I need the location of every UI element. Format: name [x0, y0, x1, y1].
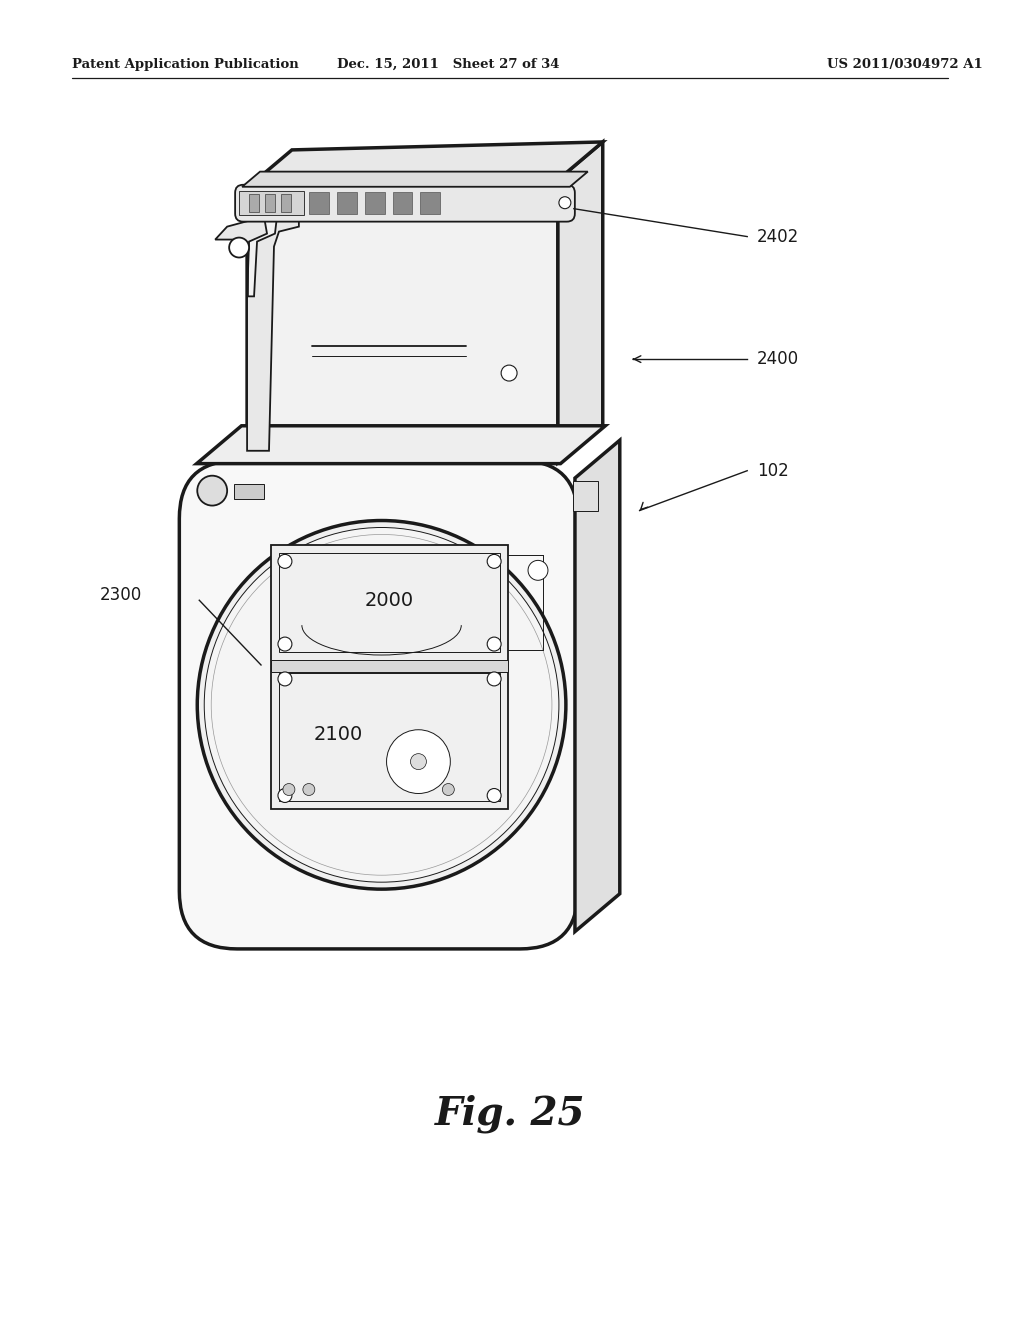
Text: Dec. 15, 2011   Sheet 27 of 34: Dec. 15, 2011 Sheet 27 of 34 [337, 58, 559, 71]
Polygon shape [309, 191, 329, 214]
Text: 102: 102 [757, 462, 788, 479]
Text: 2000: 2000 [365, 591, 414, 610]
Circle shape [487, 788, 501, 803]
Polygon shape [558, 143, 603, 463]
Text: 2300: 2300 [99, 586, 142, 605]
Circle shape [386, 730, 451, 793]
Polygon shape [337, 191, 356, 214]
Circle shape [501, 366, 517, 381]
Circle shape [229, 238, 249, 257]
Text: 2400: 2400 [757, 350, 800, 368]
Circle shape [198, 520, 566, 890]
Circle shape [278, 638, 292, 651]
Circle shape [204, 528, 559, 882]
Circle shape [442, 784, 455, 796]
Circle shape [278, 554, 292, 569]
Polygon shape [215, 211, 299, 451]
Text: Fig. 25: Fig. 25 [435, 1094, 586, 1133]
Polygon shape [365, 191, 385, 214]
FancyBboxPatch shape [179, 461, 578, 949]
Circle shape [528, 561, 548, 581]
Circle shape [283, 784, 295, 796]
Polygon shape [279, 553, 500, 652]
Text: 2402: 2402 [757, 227, 800, 246]
Circle shape [198, 475, 227, 506]
Polygon shape [247, 143, 603, 187]
FancyBboxPatch shape [236, 185, 574, 222]
Polygon shape [574, 441, 620, 932]
Text: US 2011/0304972 A1: US 2011/0304972 A1 [827, 58, 983, 71]
Polygon shape [392, 191, 413, 214]
Circle shape [487, 554, 501, 569]
Circle shape [559, 197, 570, 209]
Text: Patent Application Publication: Patent Application Publication [72, 58, 298, 71]
Circle shape [487, 638, 501, 651]
Polygon shape [240, 191, 304, 215]
Polygon shape [234, 483, 264, 499]
Circle shape [487, 672, 501, 686]
Polygon shape [281, 194, 291, 211]
Circle shape [278, 672, 292, 686]
Polygon shape [421, 191, 440, 214]
Circle shape [303, 784, 314, 796]
Circle shape [278, 788, 292, 803]
Polygon shape [242, 172, 588, 186]
Polygon shape [247, 180, 558, 463]
Polygon shape [279, 673, 500, 801]
Polygon shape [572, 480, 598, 511]
Text: 2100: 2100 [314, 725, 364, 744]
Polygon shape [249, 194, 259, 211]
Circle shape [411, 754, 426, 770]
Polygon shape [265, 194, 275, 211]
Polygon shape [197, 426, 605, 463]
Circle shape [211, 535, 552, 875]
Polygon shape [271, 545, 508, 809]
Polygon shape [271, 660, 508, 672]
